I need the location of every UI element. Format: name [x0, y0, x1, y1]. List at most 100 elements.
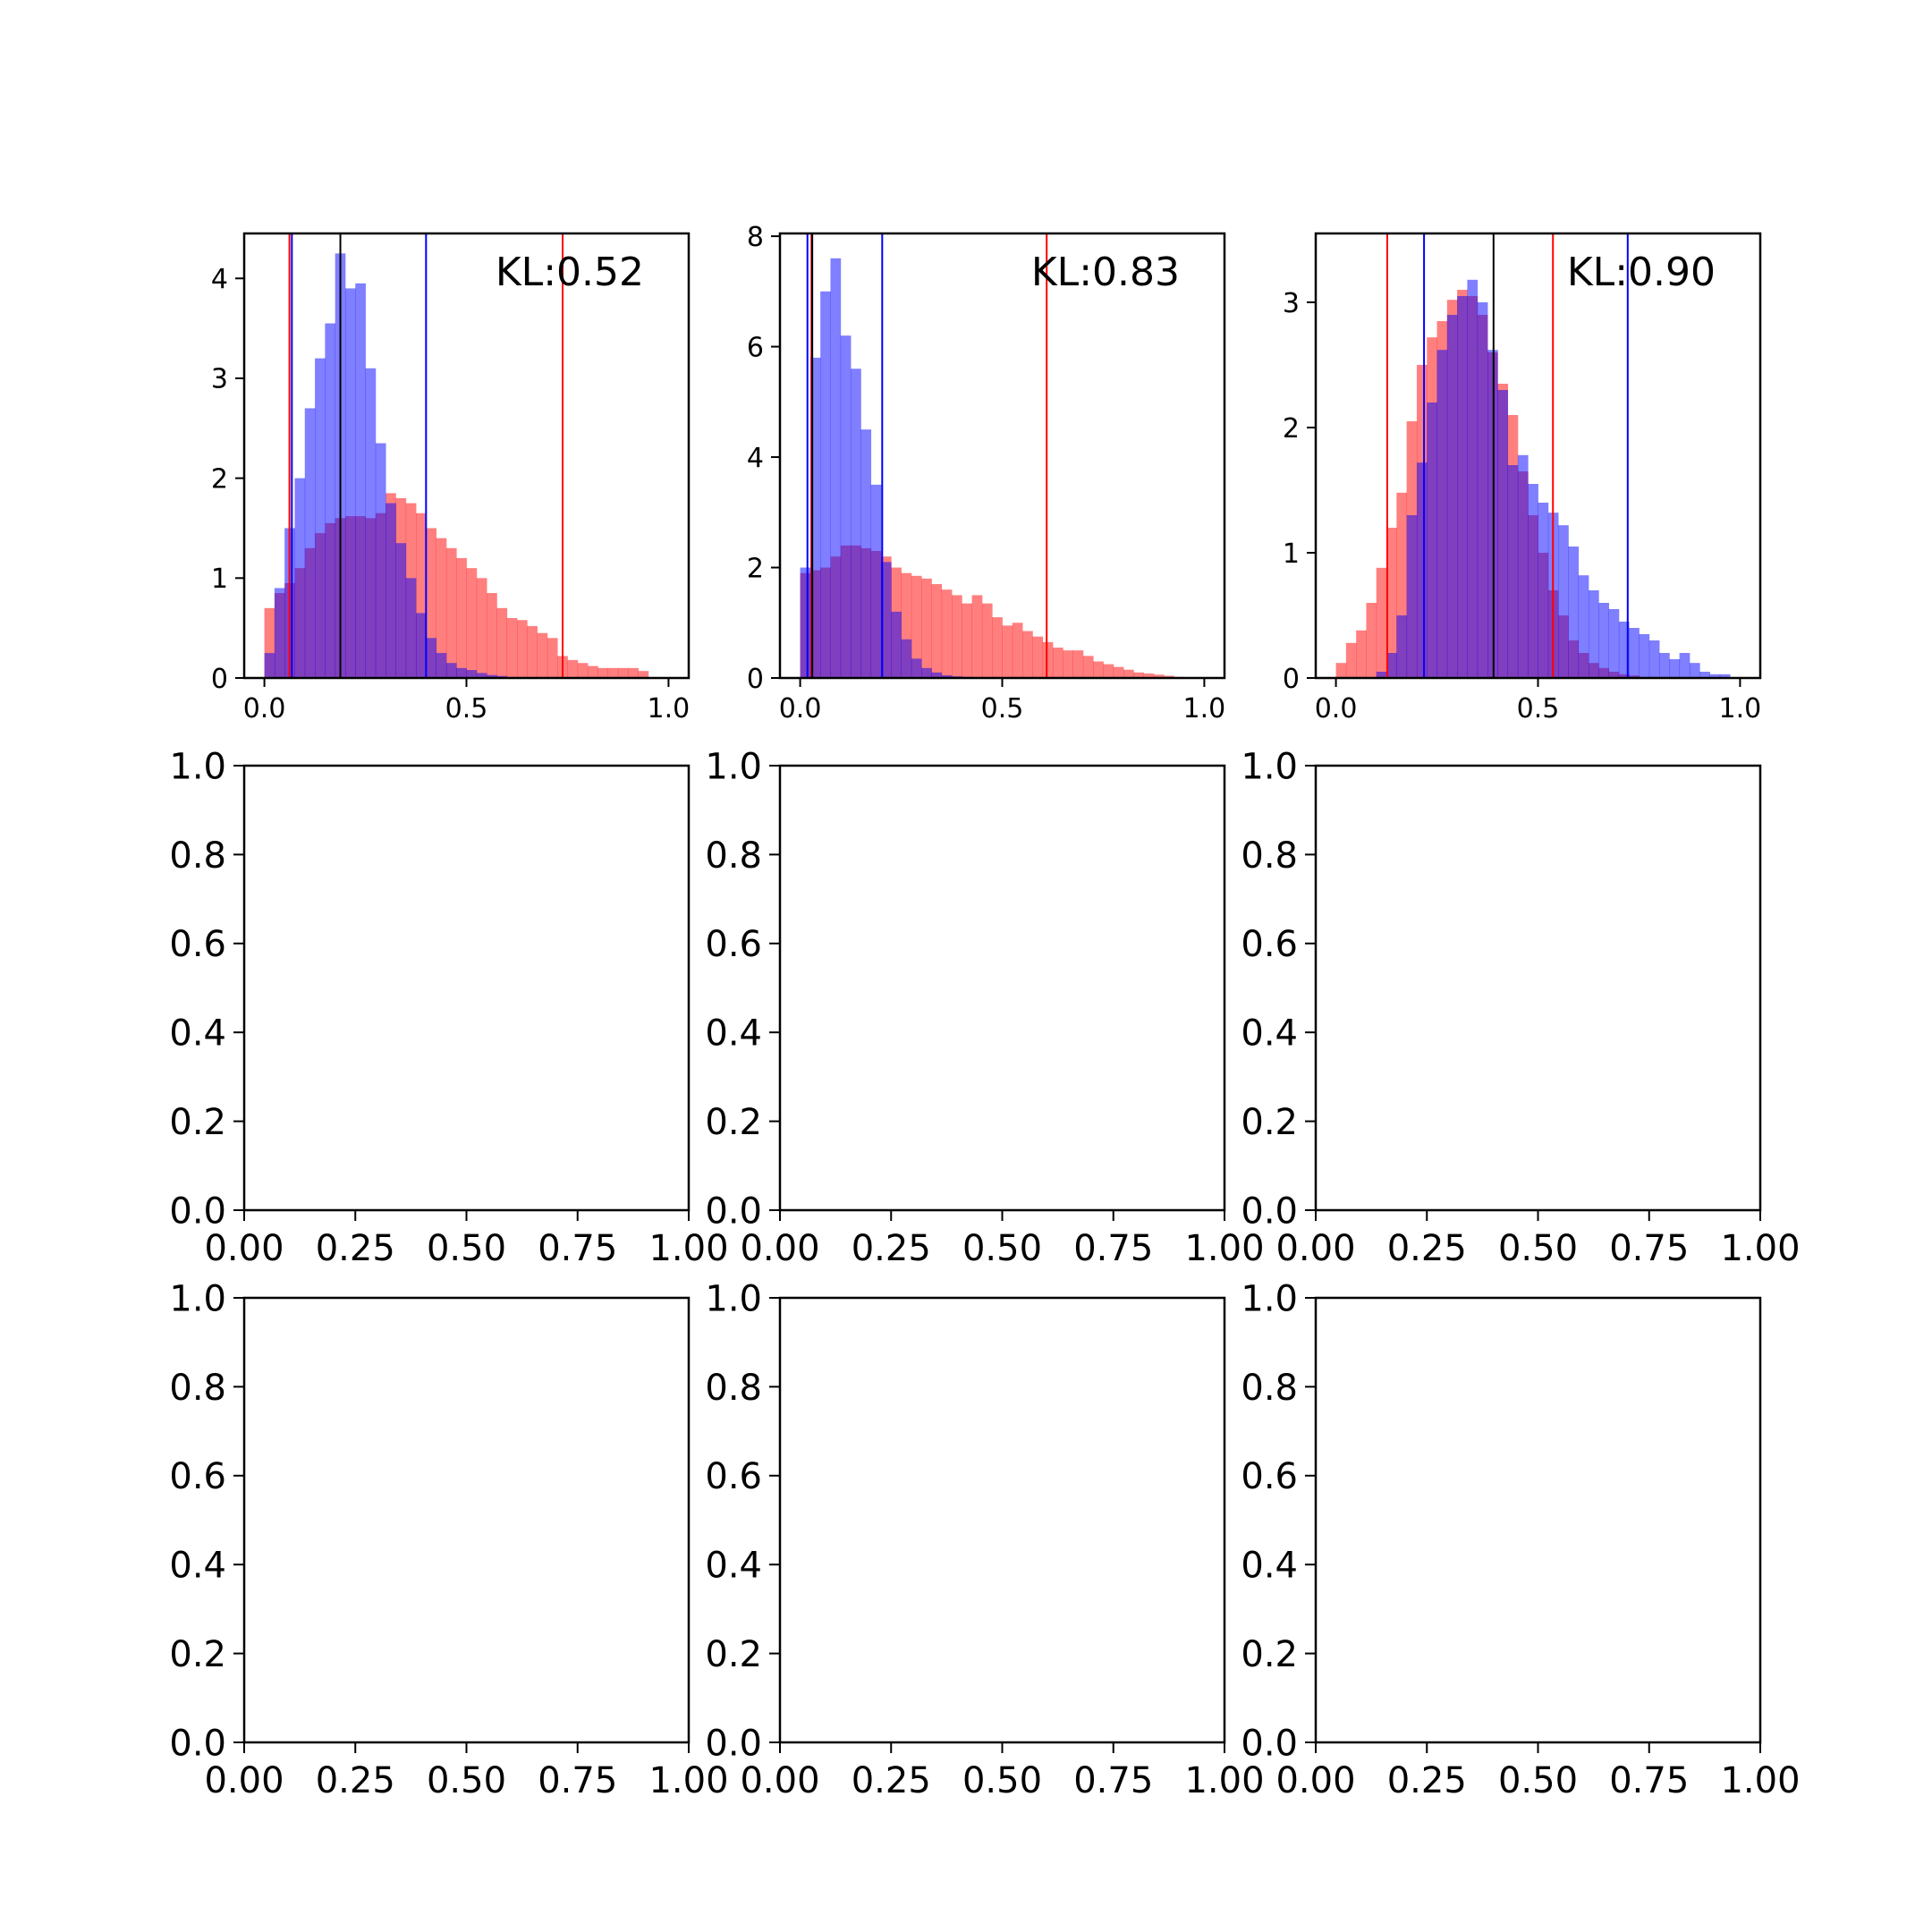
y-tick-label: 0.4	[169, 1013, 226, 1055]
histogram-bar	[436, 538, 447, 678]
y-tick-label: 0.6	[1241, 1456, 1298, 1497]
y-tick-label: 0.6	[169, 1456, 226, 1497]
histogram-bar	[1427, 402, 1437, 678]
histogram-bar	[506, 617, 518, 678]
x-tick-label: 0.25	[852, 1760, 931, 1801]
histogram-bar	[436, 653, 447, 678]
histogram-bar	[870, 484, 882, 678]
y-tick-label: 0.6	[705, 1456, 762, 1497]
histogram-bar	[315, 358, 326, 678]
histogram-bar	[981, 603, 993, 678]
histogram-bar	[516, 620, 528, 678]
histogram-bar	[537, 632, 548, 678]
x-tick-label: 1.00	[648, 1760, 728, 1801]
histogram-bar	[941, 589, 953, 678]
histogram-bar	[971, 595, 983, 678]
histogram-bar	[840, 335, 852, 678]
histogram-bar	[1386, 653, 1397, 678]
histogram-bar	[445, 663, 457, 678]
histogram-bar	[1123, 669, 1134, 678]
y-tick-label: 1	[1283, 538, 1300, 570]
y-tick-label: 0.4	[1241, 1013, 1298, 1055]
y-tick-label: 0.6	[1241, 924, 1298, 965]
histogram-bar	[880, 562, 892, 678]
histogram-bar	[1093, 661, 1104, 678]
x-tick-label: 0.5	[445, 693, 488, 724]
histogram-bar	[830, 258, 842, 678]
y-tick-label: 0.2	[169, 1102, 226, 1143]
subplot-9: 0.00 0.25 0.50 0.75 1.00 0.0 0.2 0.4 0.6 0.8 1.0	[1241, 1278, 1800, 1801]
histogram-bar	[1082, 656, 1094, 678]
histogram-bar	[911, 575, 922, 678]
histogram-bar	[1507, 465, 1519, 678]
histogram-bar	[365, 368, 377, 678]
histogram-bar	[567, 659, 579, 678]
histogram-bar	[800, 567, 811, 678]
histogram-bar	[1406, 515, 1418, 678]
histogram-bar	[617, 667, 629, 678]
x-tick-label: 1.00	[1184, 1228, 1264, 1269]
x-tick-label: 0.75	[1609, 1228, 1689, 1269]
y-tick-label: 3	[1283, 288, 1300, 319]
subplot-3: 0.0 0.5 1.0 0 1 2 3 KL:0.90	[1283, 232, 1761, 724]
x-tick-label: 0.0	[1315, 693, 1358, 724]
kl-annotation: KL:0.83	[1031, 250, 1180, 295]
histogram-bar	[941, 674, 953, 678]
plot-area	[800, 233, 1185, 678]
histogram-bar	[1528, 484, 1538, 678]
histogram-bar	[952, 595, 962, 678]
x-tick-label: 0.75	[538, 1760, 617, 1801]
histogram-bar	[386, 503, 396, 678]
histogram-bar	[416, 613, 427, 678]
histogram-bar	[1376, 672, 1387, 678]
y-tick-label: 0.2	[705, 1102, 762, 1143]
histogram-bar	[860, 429, 872, 678]
histogram-bar	[628, 667, 639, 678]
histogram-bar	[588, 665, 598, 678]
x-tick-label: 0.50	[427, 1228, 506, 1269]
subplot-8: 0.00 0.25 0.50 0.75 1.00 0.0 0.2 0.4 0.6 0.8 1.0	[705, 1278, 1264, 1801]
histogram-bar	[1497, 390, 1509, 678]
histogram-bar	[1396, 615, 1408, 678]
histogram-bar	[1042, 641, 1054, 678]
y-tick-label: 0.8	[169, 835, 226, 877]
kl-annotation: KL:0.90	[1567, 250, 1716, 295]
y-tick-label: 3	[211, 364, 228, 395]
histogram-bar	[1679, 653, 1690, 678]
y-tick-label: 1.0	[705, 746, 762, 787]
histogram-bar	[426, 528, 437, 678]
histogram-bar	[344, 288, 356, 678]
histogram-bar	[1467, 279, 1479, 678]
histogram-bar	[487, 674, 497, 678]
x-tick-label: 0.50	[962, 1760, 1042, 1801]
plot-area	[264, 233, 649, 678]
y-tick-label: 0.0	[1241, 1191, 1298, 1232]
histogram-bar	[1366, 603, 1377, 678]
histogram-bar	[1477, 302, 1488, 678]
histogram-bar	[809, 357, 821, 678]
histogram-bar	[911, 658, 922, 678]
x-tick-label: 0.0	[243, 693, 286, 724]
histogram-bar	[1063, 650, 1073, 678]
x-tick-label: 0.75	[538, 1228, 617, 1269]
histogram-bar	[1598, 603, 1609, 678]
subplot-1: 0.0 0.5 1.0 0 1 2 3 4 KL:0.52	[211, 232, 690, 724]
histogram-bar	[1436, 350, 1448, 678]
histogram-bar	[1709, 674, 1721, 678]
histogram-bar	[1356, 630, 1367, 678]
histogram-bar	[992, 617, 1003, 678]
x-tick-label: 0.00	[1275, 1228, 1355, 1269]
histogram-bar	[1072, 650, 1084, 678]
x-tick-label: 0.00	[1275, 1760, 1355, 1801]
histogram-bar	[1558, 525, 1569, 678]
histogram-bar	[962, 603, 973, 678]
histogram-bar	[901, 639, 912, 678]
y-tick-label: 0.6	[705, 924, 762, 965]
y-tick-label: 1.0	[705, 1278, 762, 1319]
histogram-bar	[395, 543, 407, 678]
histogram-bar	[1022, 631, 1033, 678]
histogram-bar	[1608, 609, 1620, 678]
histogram-bar	[375, 443, 386, 678]
y-tick-label: 0.2	[1241, 1102, 1298, 1143]
